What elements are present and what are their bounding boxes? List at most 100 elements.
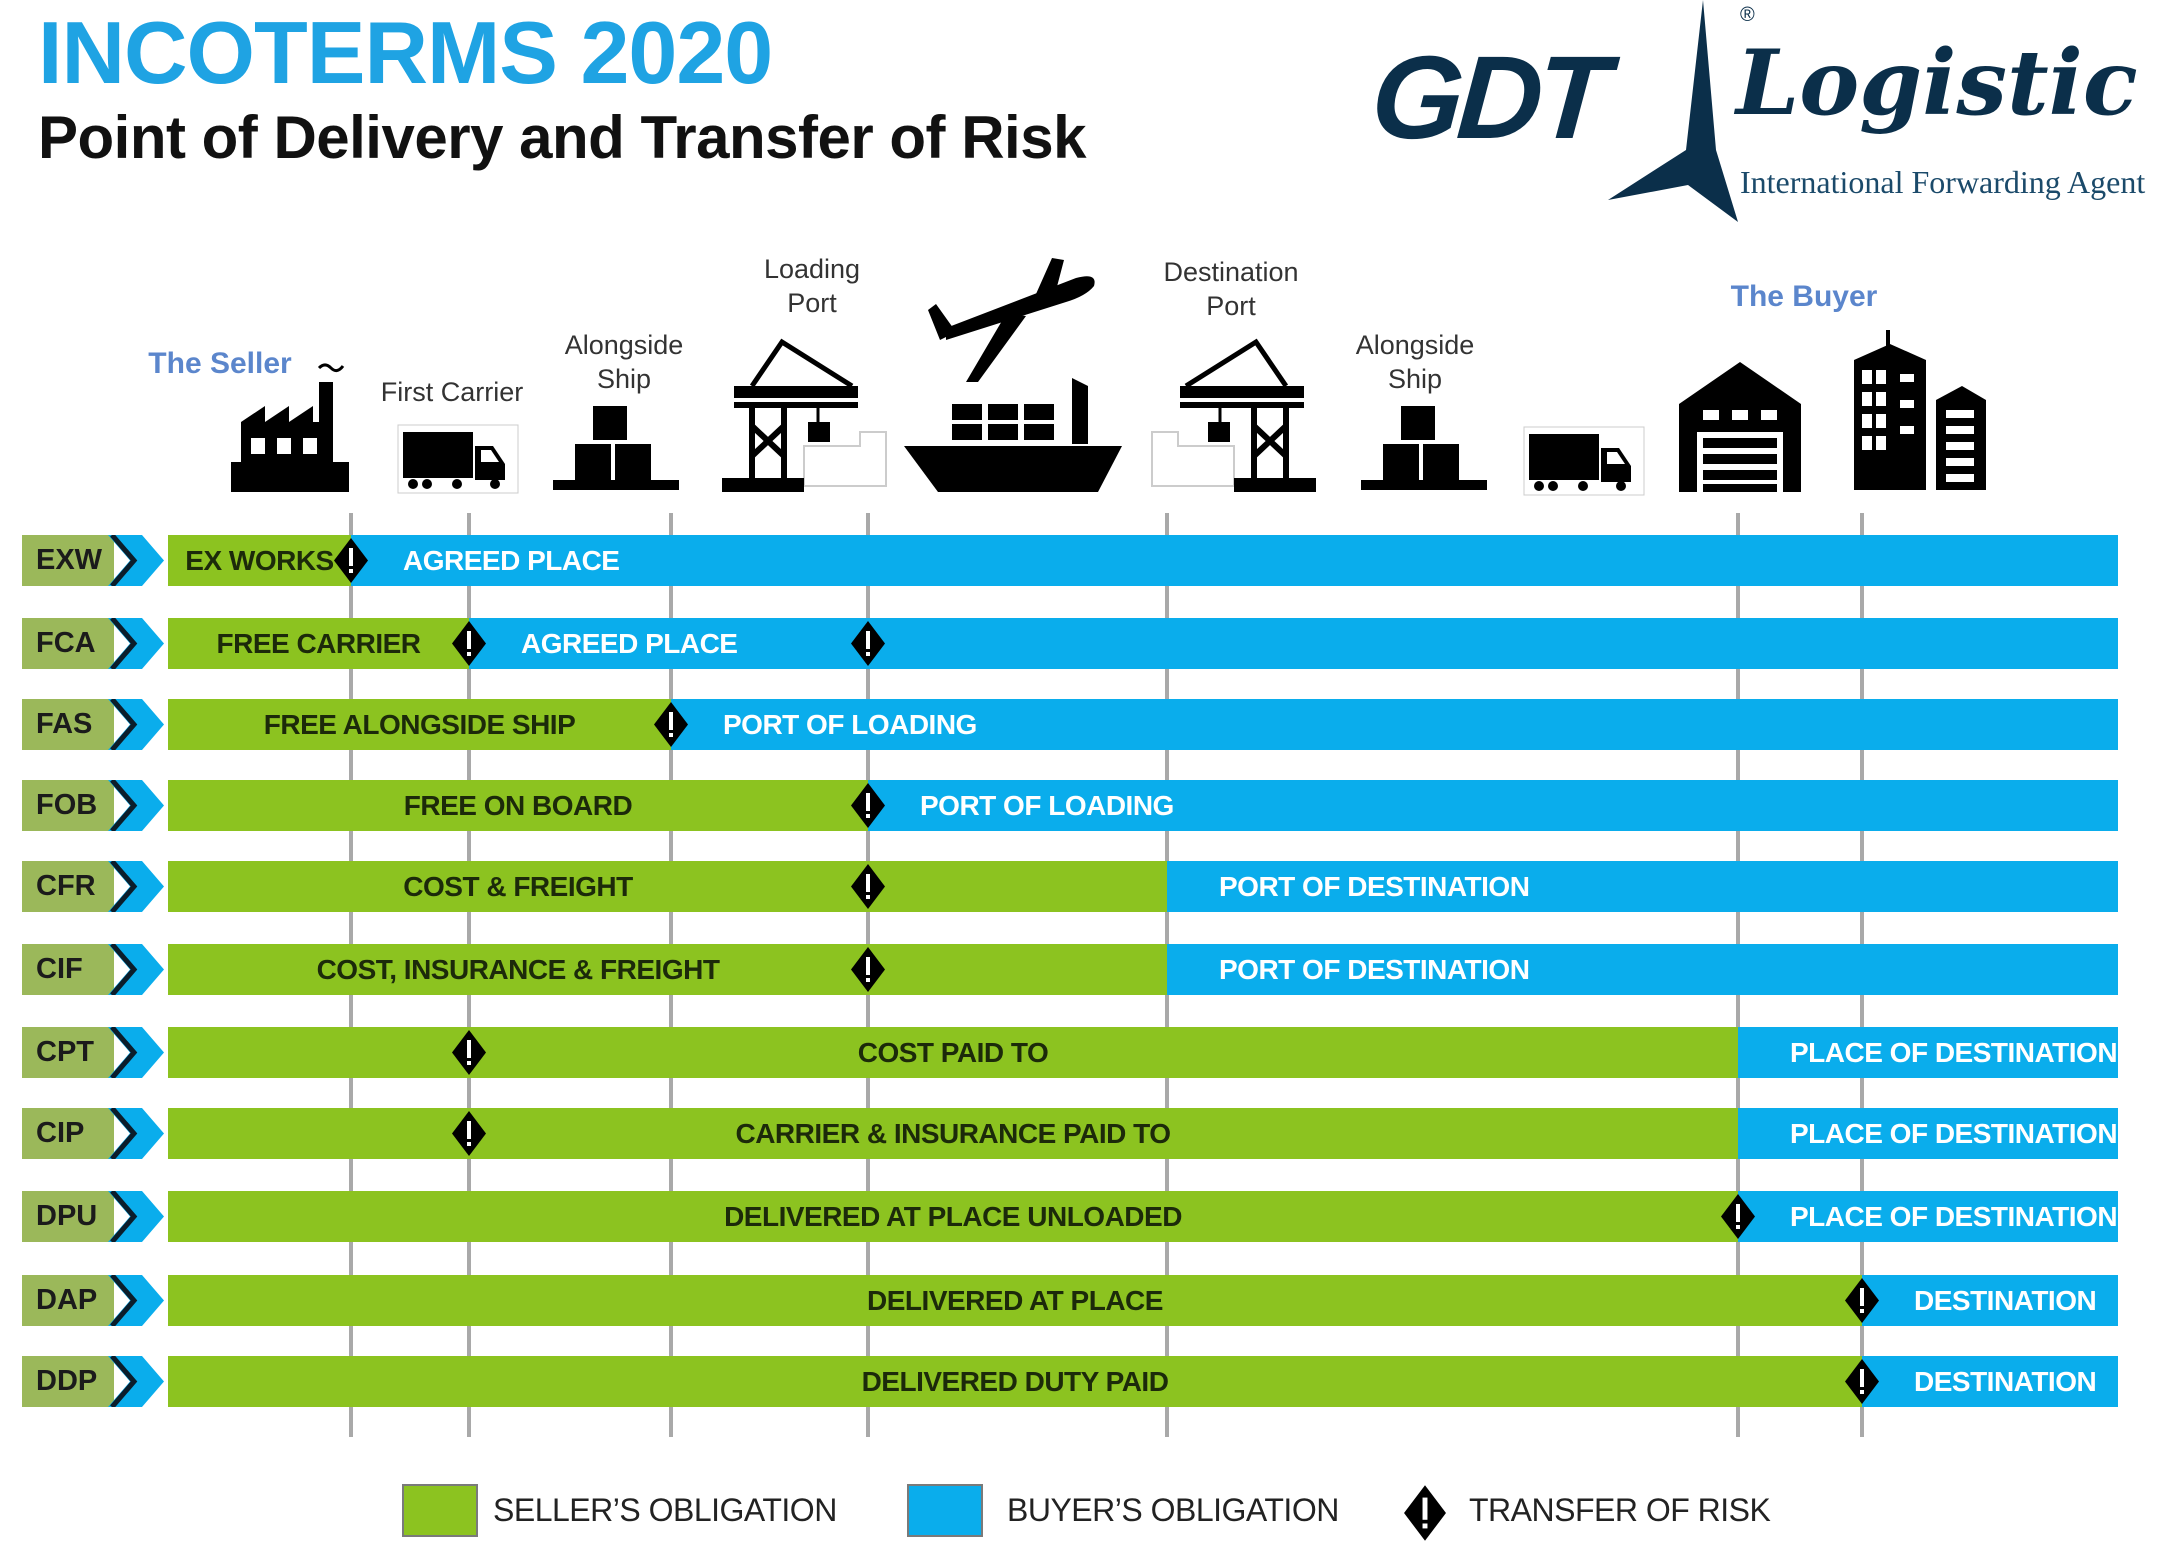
incoterm-code: DPU bbox=[22, 1191, 114, 1242]
buyer-obligation-bar bbox=[1862, 1275, 2118, 1326]
transfer-of-risk-icon bbox=[654, 702, 688, 747]
incoterm-code: FOB bbox=[22, 780, 114, 831]
incoterm-code: FCA bbox=[22, 618, 114, 669]
transfer-of-risk-icon bbox=[851, 783, 885, 828]
chevron-right-icon bbox=[108, 618, 164, 669]
alongside-ship-destination-label: Alongside Ship bbox=[1356, 328, 1475, 396]
seller-obligation-text: FREE ALONGSIDE SHIP bbox=[263, 709, 576, 740]
label-line: Loading bbox=[763, 254, 861, 284]
incoterm-row-exw: EXW EX WORKS AGREED PLACE bbox=[0, 535, 2160, 586]
buyer-obligation-bar bbox=[351, 535, 2118, 586]
office-buildings-icon bbox=[1854, 330, 1986, 490]
buyer-obligation-text: DESTINATION bbox=[1914, 1366, 2097, 1397]
seller-obligation-bar bbox=[168, 1191, 1738, 1242]
transfer-of-risk-icon bbox=[851, 864, 885, 909]
buyer-obligation-text: AGREED PLACE bbox=[403, 545, 620, 576]
cargo-boxes-icon bbox=[1361, 406, 1487, 490]
buyer-obligation-bar bbox=[1738, 1191, 2118, 1242]
logo-registered: ® bbox=[1740, 4, 1755, 26]
seller-obligation-text: COST, INSURANCE & FREIGHT bbox=[316, 954, 720, 985]
buyer-obligation-text: PORT OF DESTINATION bbox=[1219, 954, 1530, 985]
buyer-label: The Buyer bbox=[1730, 280, 1878, 313]
legend-risk-label: TRANSFER OF RISK bbox=[1469, 1492, 1771, 1528]
seller-obligation-text: DELIVERED DUTY PAID bbox=[861, 1366, 1169, 1397]
label-line: Destination bbox=[1163, 257, 1299, 287]
container-ship-icon bbox=[904, 378, 1122, 492]
incoterm-code: CIP bbox=[22, 1108, 114, 1159]
transfer-of-risk-icon bbox=[851, 947, 885, 992]
label-line: Port bbox=[787, 288, 837, 318]
transfer-of-risk-icon bbox=[452, 1111, 486, 1156]
truck-icon bbox=[397, 424, 519, 494]
seller-obligation-text: DELIVERED AT PLACE bbox=[867, 1285, 1163, 1316]
legend-buyer-label: BUYER’S OBLIGATION bbox=[1007, 1492, 1339, 1528]
legend-buyer-swatch bbox=[907, 1484, 983, 1537]
first-carrier-label: First Carrier bbox=[380, 377, 524, 407]
buyer-obligation-bar bbox=[1862, 1356, 2118, 1407]
chevron-right-icon bbox=[108, 1027, 164, 1078]
warehouse-icon bbox=[1679, 362, 1801, 492]
buyer-obligation-bar bbox=[671, 699, 2118, 750]
incoterm-row-cpt: CPT COST PAID TO PLACE OF DESTINATION bbox=[0, 1027, 2160, 1078]
incoterm-code: CFR bbox=[22, 861, 114, 912]
buyer-obligation-text: AGREED PLACE bbox=[521, 628, 738, 659]
cargo-boxes-icon bbox=[553, 406, 679, 490]
incoterm-row-cip: CIP CARRIER & INSURANCE PAID TO PLACE OF… bbox=[0, 1108, 2160, 1159]
label-line: Alongside bbox=[564, 330, 684, 360]
seller-obligation-text: FREE ON BOARD bbox=[403, 790, 633, 821]
seller-obligation-bar bbox=[168, 699, 671, 750]
incoterm-row-cif: CIF COST, INSURANCE & FREIGHT PORT OF DE… bbox=[0, 944, 2160, 995]
seller-obligation-text: EX WORKS bbox=[185, 545, 334, 576]
incoterm-code: CPT bbox=[22, 1027, 114, 1078]
destination-port-label: Destination Port bbox=[1163, 255, 1298, 323]
buyer-obligation-bar bbox=[1738, 1027, 2118, 1078]
chevron-right-icon bbox=[108, 780, 164, 831]
logo-brand: GDT bbox=[1367, 32, 1608, 164]
seller-obligation-bar bbox=[168, 1275, 1862, 1326]
seller-obligation-text: FREE CARRIER bbox=[216, 628, 421, 659]
label-line: Ship bbox=[596, 364, 652, 394]
label-line: Ship bbox=[1387, 364, 1443, 394]
incoterm-row-fca: FCA FREE CARRIER AGREED PLACE bbox=[0, 618, 2160, 669]
buyer-obligation-bar bbox=[1167, 944, 2118, 995]
buyer-obligation-bar bbox=[1738, 1108, 2118, 1159]
incoterm-row-fas: FAS FREE ALONGSIDE SHIP PORT OF LOADING bbox=[0, 699, 2160, 750]
airplane-icon bbox=[928, 258, 1095, 382]
incoterm-row-dpu: DPU DELIVERED AT PLACE UNLOADED PLACE OF… bbox=[0, 1191, 2160, 1242]
chevron-right-icon bbox=[108, 1108, 164, 1159]
incoterm-code: FAS bbox=[22, 699, 114, 750]
transfer-of-risk-icon bbox=[1404, 1485, 1446, 1541]
seller-obligation-text: DELIVERED AT PLACE UNLOADED bbox=[724, 1201, 1182, 1232]
incoterm-code: DAP bbox=[22, 1275, 114, 1326]
transfer-of-risk-icon bbox=[452, 621, 486, 666]
transfer-of-risk-icon bbox=[851, 621, 885, 666]
buyer-obligation-text: PORT OF LOADING bbox=[723, 709, 977, 740]
chevron-right-icon bbox=[108, 1356, 164, 1407]
chevron-right-icon bbox=[108, 1275, 164, 1326]
incoterm-row-fob: FOB FREE ON BOARD PORT OF LOADING bbox=[0, 780, 2160, 831]
page-title: INCOTERMS 2020 bbox=[38, 3, 773, 102]
buyer-obligation-text: PORT OF DESTINATION bbox=[1219, 871, 1530, 902]
seller-obligation-bar bbox=[168, 780, 868, 831]
chevron-right-icon bbox=[108, 944, 164, 995]
alongside-ship-origin-label: Alongside Ship bbox=[565, 328, 684, 396]
port-crane-icon bbox=[722, 338, 887, 492]
port-crane-icon bbox=[1151, 338, 1316, 492]
transfer-of-risk-icon bbox=[1845, 1278, 1879, 1323]
seller-obligation-bar bbox=[168, 1027, 1738, 1078]
gdt-logistic-logo: GDT Logistic ® International Forwarding … bbox=[1367, 0, 2158, 225]
buyer-obligation-bar bbox=[1167, 861, 2118, 912]
logo-script: Logistic bbox=[1736, 30, 2138, 136]
label-line: Alongside bbox=[1355, 330, 1475, 360]
buyer-obligation-text: DESTINATION bbox=[1914, 1285, 2097, 1316]
truck-icon bbox=[1523, 426, 1645, 496]
seller-obligation-text: COST PAID TO bbox=[857, 1037, 1049, 1068]
seller-obligation-bar bbox=[168, 535, 351, 586]
logo-star-icon bbox=[1608, 0, 1738, 222]
seller-label: The Seller bbox=[148, 347, 292, 380]
incoterm-row-dap: DAP DELIVERED AT PLACE DESTINATION bbox=[0, 1275, 2160, 1326]
chevron-right-icon bbox=[108, 1191, 164, 1242]
legend-seller-swatch bbox=[402, 1484, 478, 1537]
seller-obligation-bar bbox=[168, 1108, 1738, 1159]
incoterm-row-cfr: CFR COST & FREIGHT PORT OF DESTINATION bbox=[0, 861, 2160, 912]
